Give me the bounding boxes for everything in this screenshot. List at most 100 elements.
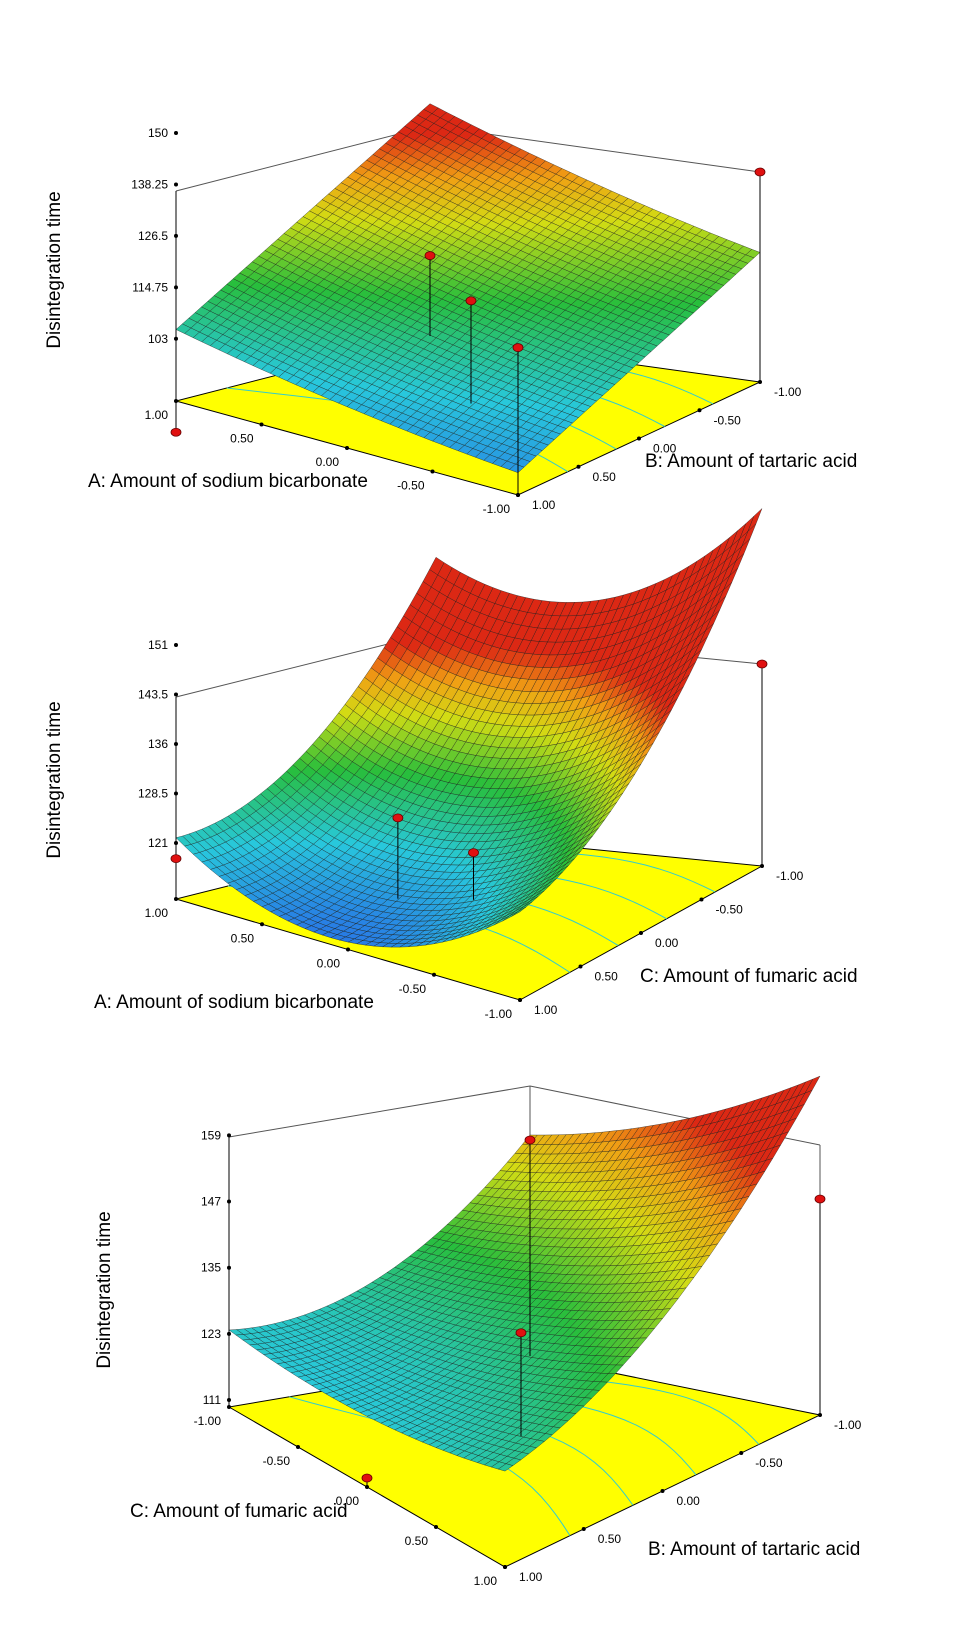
z-tick-mark	[174, 692, 178, 697]
design-point-marker	[170, 427, 182, 437]
z-axis-title: Disintegration time	[44, 701, 65, 858]
z-axis-title: Disintegration time	[44, 191, 65, 348]
y-tick-mark	[503, 1565, 507, 1569]
x-tick-label: 0.50	[405, 1534, 429, 1548]
z-tick-label: 111	[203, 1393, 222, 1407]
y-tick-mark	[699, 897, 704, 902]
design-point-marker	[465, 296, 477, 306]
z-tick-label: 121	[148, 836, 168, 850]
x-tick-label: 0.50	[231, 931, 255, 945]
z-tick-label: 138.25	[131, 177, 168, 191]
z-tick-mark	[174, 182, 178, 187]
y-tick-mark	[639, 931, 643, 935]
surface-plot-panel-2: 151143.5136128.51211.000.500.00-0.50-1.0…	[44, 508, 858, 1021]
y-tick-label: 0.50	[598, 1532, 622, 1546]
x-tick-label: 1.00	[145, 408, 169, 422]
z-tick-mark	[174, 643, 178, 647]
surface-plot-panel-1: 150 138.25 126.5 114.75 103 1.00 0.50 0.00 -0.50…	[44, 103, 857, 516]
x-tick-label: -0.50	[397, 479, 425, 493]
z-tick-label: 103	[148, 332, 168, 346]
design-point-marker	[515, 1328, 527, 1338]
x-tick-mark	[346, 947, 350, 952]
x-tick-label: -1.00	[194, 1414, 222, 1428]
z-tick-label: 126.5	[138, 229, 168, 243]
z-axis-title: Disintegration time	[94, 1211, 115, 1368]
design-point-marker	[754, 167, 766, 177]
y-tick-label: 0.00	[653, 442, 677, 456]
response-surface	[175, 508, 763, 948]
z-tick-mark	[174, 131, 178, 135]
y-tick-mark	[697, 408, 702, 413]
x-tick-label: -0.50	[399, 982, 427, 996]
x-tick-mark	[259, 422, 264, 427]
y-axis-title: B: Amount of tartaric acid	[645, 451, 857, 472]
z-tick-mark	[174, 285, 178, 290]
x-tick-mark	[345, 446, 349, 450]
y-tick-label: -1.00	[774, 385, 802, 399]
z-tick-mark	[174, 741, 178, 746]
z-tick-mark	[227, 1398, 231, 1402]
y-tick-label: -1.00	[776, 869, 804, 883]
z-tick-mark	[174, 233, 178, 238]
x-tick-mark	[296, 1445, 300, 1449]
z-tick-label: 159	[201, 1128, 221, 1142]
y-axis-title: B: Amount of tartaric acid	[648, 1539, 860, 1560]
z-tick-label: 143.5	[138, 687, 168, 701]
box-frame-edge	[175, 125, 431, 192]
z-tick-label: 123	[201, 1327, 221, 1341]
z-tick-mark	[174, 840, 178, 845]
design-point-marker	[392, 813, 404, 823]
y-tick-label: 0.00	[655, 936, 679, 950]
design-point-marker	[468, 848, 479, 858]
z-tick-label: 135	[201, 1261, 221, 1275]
x-axis-title: A: Amount of sodium bicarbonate	[88, 471, 368, 492]
design-point-marker	[512, 343, 524, 352]
y-tick-label: -1.00	[834, 1418, 862, 1432]
z-tick-label: 147	[201, 1195, 221, 1209]
y-tick-label: 1.00	[519, 1570, 543, 1584]
z-tick-label: 151	[148, 638, 168, 652]
surface-plot-panel-3: 159 147 135 123 111 -1.00 -0.50 0.00 0.50 1.00 1.0…	[94, 1075, 862, 1588]
x-tick-label: -1.00	[483, 502, 511, 516]
x-tick-mark	[227, 1405, 231, 1409]
y-tick-label: 1.00	[534, 1003, 558, 1017]
x-axis-title: C: Amount of fumaric acid	[130, 1501, 348, 1522]
z-tick-mark	[174, 791, 178, 796]
x-tick-label: 1.00	[474, 1574, 498, 1588]
surface-cell	[175, 323, 192, 334]
z-tick-label: 114.75	[132, 280, 168, 294]
x-tick-label: 0.00	[317, 957, 341, 971]
design-point-marker	[424, 251, 436, 260]
design-point-marker	[361, 1473, 373, 1483]
z-tick-label: 136	[148, 737, 168, 751]
design-point-marker	[756, 659, 768, 669]
y-tick-mark	[581, 1527, 586, 1531]
x-tick-mark	[432, 972, 436, 977]
z-tick-mark	[227, 1133, 231, 1138]
y-tick-label: -0.50	[716, 903, 744, 917]
y-tick-label: 0.50	[593, 470, 617, 484]
x-tick-label: 1.00	[145, 906, 169, 920]
x-axis-title: A: Amount of sodium bicarbonate	[94, 992, 374, 1013]
y-axis-title: C: Amount of fumaric acid	[640, 966, 858, 987]
x-tick-label: -0.50	[263, 1454, 291, 1468]
y-tick-mark	[739, 1451, 744, 1455]
y-tick-label: -0.50	[714, 413, 742, 427]
z-tick-mark	[227, 1199, 231, 1204]
response-surface	[175, 103, 761, 473]
x-tick-mark	[430, 469, 435, 474]
box-frame-edge	[228, 1085, 531, 1138]
y-tick-label: -0.50	[755, 1456, 783, 1470]
y-tick-label: 0.00	[677, 1494, 701, 1508]
y-tick-mark	[576, 464, 581, 469]
y-tick-label: 0.50	[595, 970, 619, 984]
y-tick-mark	[578, 964, 583, 969]
z-tick-mark	[174, 336, 178, 341]
z-tick-label: 150	[148, 126, 168, 140]
design-point-marker	[814, 1194, 826, 1204]
y-tick-label: 1.00	[532, 498, 556, 512]
x-tick-label: 0.00	[316, 455, 340, 469]
y-tick-mark	[660, 1489, 665, 1493]
x-tick-label: 0.50	[230, 432, 254, 446]
